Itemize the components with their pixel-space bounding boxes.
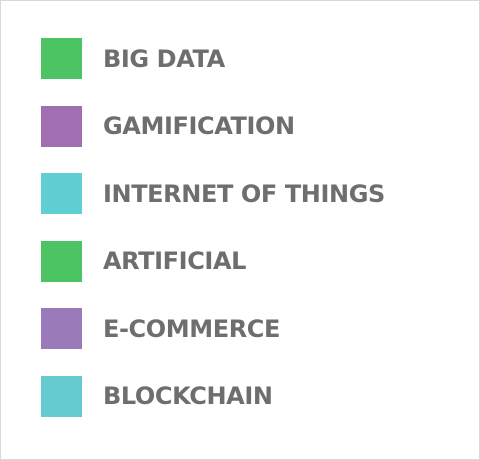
legend-item-e-commerce: E-COMMERCE xyxy=(41,308,385,349)
legend-label: ARTIFICIAL xyxy=(103,247,247,275)
legend-swatch xyxy=(41,240,82,282)
legend-swatch xyxy=(41,375,82,417)
legend-label: GAMIFICATION xyxy=(103,112,295,140)
legend-list: BIG DATA GAMIFICATION INTERNET OF THINGS… xyxy=(41,38,385,443)
legend-label: BIG DATA xyxy=(103,44,225,73)
legend-label: BLOCKCHAIN xyxy=(103,382,273,410)
legend-item-big-data: BIG DATA xyxy=(41,38,385,79)
legend-item-artificial: ARTIFICIAL xyxy=(41,240,385,282)
legend-swatch xyxy=(41,308,82,349)
legend-swatch xyxy=(41,173,82,214)
legend-label: INTERNET OF THINGS xyxy=(103,179,385,208)
legend-swatch xyxy=(41,105,82,147)
legend-label: E-COMMERCE xyxy=(103,314,281,343)
legend-item-gamification: GAMIFICATION xyxy=(41,105,385,147)
legend-item-internet-of-things: INTERNET OF THINGS xyxy=(41,173,385,214)
legend-swatch xyxy=(41,38,82,79)
legend-item-blockchain: BLOCKCHAIN xyxy=(41,375,385,417)
